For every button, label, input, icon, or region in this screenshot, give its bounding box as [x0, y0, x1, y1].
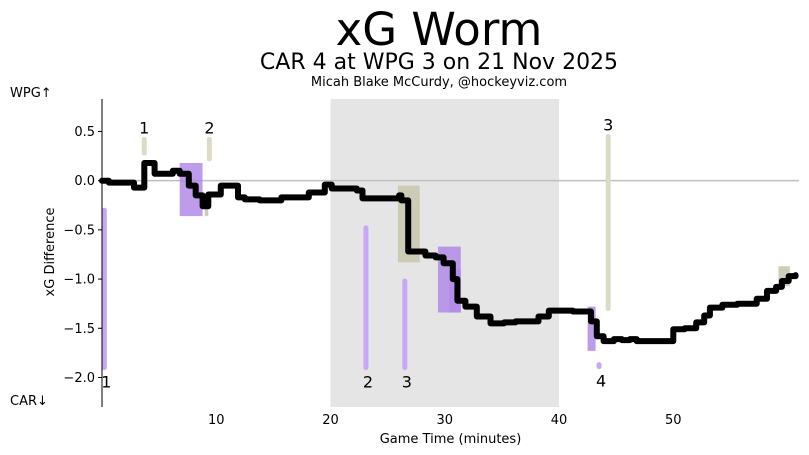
goal-stems	[101, 133, 611, 371]
car-goal-label: 3	[402, 373, 412, 392]
y-tick-label: −1.5	[63, 322, 95, 337]
x-axis-label: Game Time (minutes)	[380, 432, 522, 447]
car-goal-label: 1	[101, 373, 111, 392]
x-tick-label: 30	[437, 413, 454, 428]
top-team-label: WPG↑	[10, 86, 52, 101]
bottom-team-label: CAR↓	[10, 394, 48, 409]
wpg-goal-label: 1	[139, 118, 149, 137]
worm-series	[99, 160, 799, 345]
goal-labels: 1 2 3 4 1 2 3	[101, 115, 613, 391]
wpg-goal-label: 2	[204, 118, 214, 137]
y-tick-label: −1.0	[63, 273, 95, 288]
axes: 0.5 0.0 −0.5 −1.0 −1.5 −2.0 10 20 30 40 50 Game Tim…	[43, 99, 682, 447]
x-tick-label: 40	[551, 413, 568, 428]
wpg-shot-box	[778, 266, 790, 286]
x-tick-label: 20	[322, 413, 339, 428]
chart-subtitle: CAR 4 at WPG 3 on 21 Nov 2025	[259, 50, 619, 75]
xg-worm-line	[99, 160, 799, 345]
x-tick-label: 10	[208, 413, 225, 428]
y-tick-label: 0.5	[74, 125, 95, 140]
y-tick-label: 0.0	[74, 174, 95, 189]
y-axis-label: xG Difference	[43, 208, 58, 297]
chart-byline: Micah Blake McCurdy, @hockeyviz.com	[310, 75, 568, 90]
car-shot-box	[587, 306, 596, 351]
y-tick-label: −2.0	[63, 371, 95, 386]
car-goal-label: 2	[363, 373, 373, 392]
wpg-goal-label: 3	[603, 115, 613, 134]
y-tick-label: −0.5	[63, 223, 95, 238]
car-goal-label: 4	[596, 372, 606, 391]
x-tick-label: 50	[665, 413, 682, 428]
chart-title: xG Worm	[335, 3, 543, 56]
